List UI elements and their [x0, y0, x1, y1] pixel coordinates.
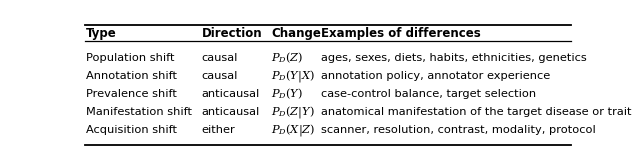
Text: Prevalence shift: Prevalence shift: [86, 89, 177, 99]
Text: causal: causal: [202, 53, 238, 63]
Text: anatomical manifestation of the target disease or trait: anatomical manifestation of the target d…: [321, 107, 631, 117]
Text: Acquisition shift: Acquisition shift: [86, 125, 177, 135]
Text: $P_D(X|Z)$: $P_D(X|Z)$: [271, 122, 316, 138]
Text: ages, sexes, diets, habits, ethnicities, genetics: ages, sexes, diets, habits, ethnicities,…: [321, 53, 586, 63]
Text: causal: causal: [202, 71, 238, 81]
Text: case-control balance, target selection: case-control balance, target selection: [321, 89, 536, 99]
Text: anticausal: anticausal: [202, 89, 260, 99]
Text: Manifestation shift: Manifestation shift: [86, 107, 192, 117]
Text: $P_D(Z)$: $P_D(Z)$: [271, 51, 303, 65]
Text: anticausal: anticausal: [202, 107, 260, 117]
Text: Direction: Direction: [202, 27, 262, 40]
Text: $P_D(Y|X)$: $P_D(Y|X)$: [271, 68, 315, 84]
Text: Population shift: Population shift: [86, 53, 175, 63]
Text: Change: Change: [271, 27, 321, 40]
Text: scanner, resolution, contrast, modality, protocol: scanner, resolution, contrast, modality,…: [321, 125, 595, 135]
Text: Examples of differences: Examples of differences: [321, 27, 480, 40]
Text: Type: Type: [86, 27, 116, 40]
Text: Annotation shift: Annotation shift: [86, 71, 177, 81]
Text: $P_D(Z|Y)$: $P_D(Z|Y)$: [271, 104, 315, 120]
Text: either: either: [202, 125, 236, 135]
Text: annotation policy, annotator experience: annotation policy, annotator experience: [321, 71, 550, 81]
Text: $P_D(Y)$: $P_D(Y)$: [271, 87, 303, 101]
